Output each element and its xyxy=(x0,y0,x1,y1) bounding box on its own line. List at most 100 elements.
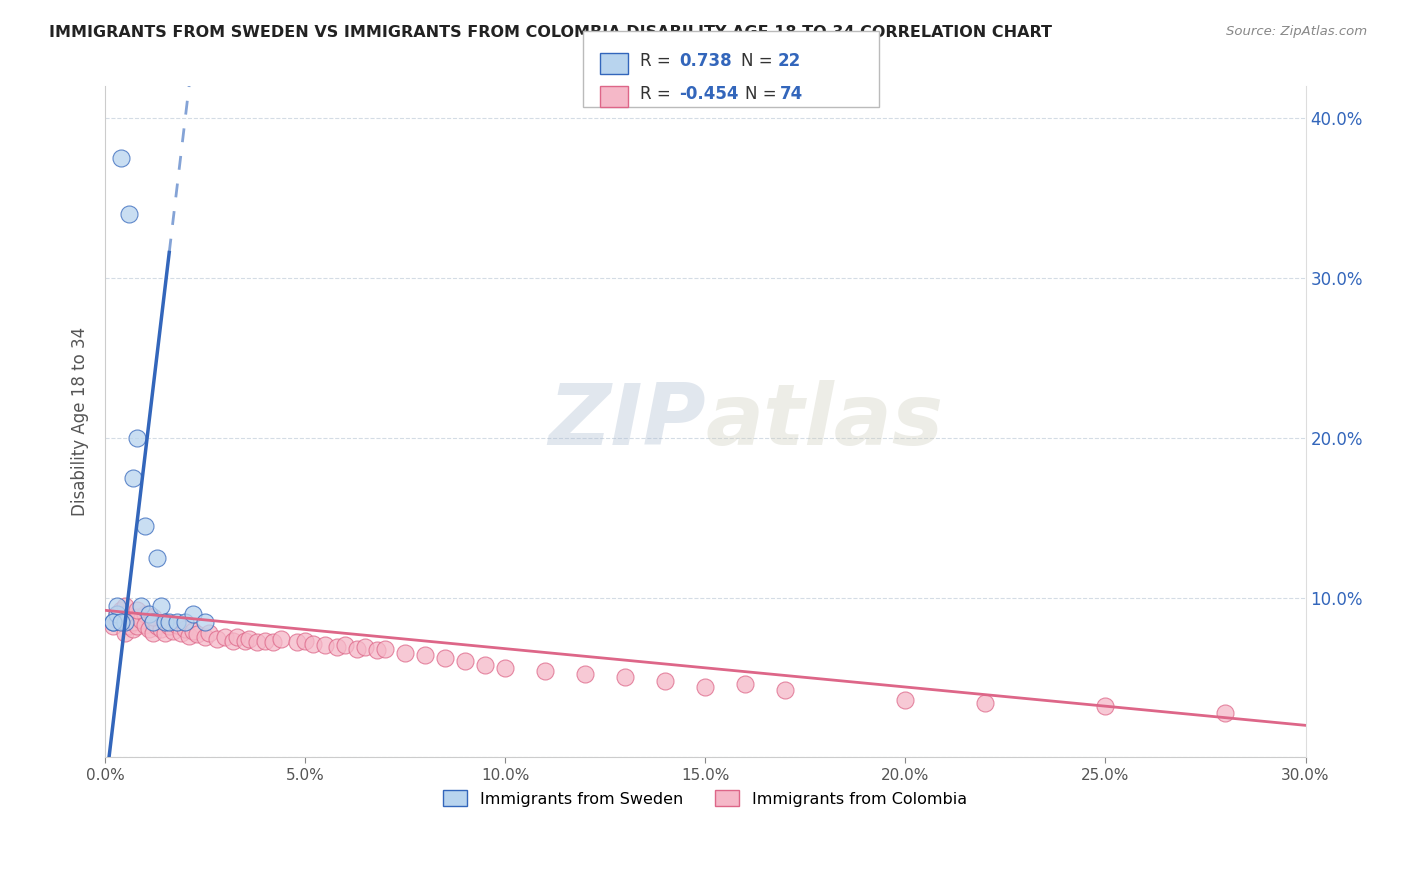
Point xyxy=(1215,706,1237,720)
Point xyxy=(262,635,284,649)
Point xyxy=(157,615,180,629)
Point xyxy=(194,615,217,629)
Point xyxy=(214,631,236,645)
Point xyxy=(1094,699,1116,714)
Point xyxy=(894,693,917,707)
Point xyxy=(114,625,136,640)
Point xyxy=(114,599,136,613)
Text: Source: ZipAtlas.com: Source: ZipAtlas.com xyxy=(1226,25,1367,38)
Text: 22: 22 xyxy=(778,52,801,70)
Point xyxy=(394,647,416,661)
Point xyxy=(103,615,125,629)
Point xyxy=(142,613,165,627)
Point xyxy=(534,664,557,678)
Point xyxy=(775,683,797,698)
Point xyxy=(254,633,277,648)
Point xyxy=(270,632,292,646)
Point xyxy=(122,623,145,637)
Point xyxy=(157,619,180,633)
Point xyxy=(734,677,756,691)
Point xyxy=(695,680,717,694)
Point xyxy=(174,615,197,629)
Text: atlas: atlas xyxy=(706,380,943,463)
Point xyxy=(166,615,188,629)
Point xyxy=(114,607,136,621)
Point xyxy=(354,640,377,654)
Point xyxy=(118,611,141,625)
Point xyxy=(974,696,997,710)
Point xyxy=(198,625,221,640)
Point xyxy=(174,623,197,637)
Point xyxy=(110,609,132,624)
Point xyxy=(454,655,477,669)
Text: N =: N = xyxy=(741,52,778,70)
Text: 74: 74 xyxy=(780,85,804,103)
Y-axis label: Disability Age 18 to 34: Disability Age 18 to 34 xyxy=(72,327,89,516)
Point xyxy=(138,623,160,637)
Point xyxy=(129,599,152,613)
Point xyxy=(122,471,145,485)
Point xyxy=(127,619,149,633)
Point xyxy=(118,207,141,221)
Point xyxy=(434,651,457,665)
Point xyxy=(374,641,396,656)
Point xyxy=(654,673,676,688)
Point xyxy=(246,635,269,649)
Point xyxy=(138,607,160,621)
Point xyxy=(127,609,149,624)
Text: N =: N = xyxy=(745,85,782,103)
Point xyxy=(179,629,201,643)
Point xyxy=(118,619,141,633)
Point xyxy=(146,619,169,633)
Point xyxy=(127,431,149,445)
Point xyxy=(413,648,436,662)
Point xyxy=(614,670,637,684)
Point xyxy=(335,639,357,653)
Point xyxy=(134,617,156,632)
Text: IMMIGRANTS FROM SWEDEN VS IMMIGRANTS FROM COLOMBIA DISABILITY AGE 18 TO 34 CORRE: IMMIGRANTS FROM SWEDEN VS IMMIGRANTS FRO… xyxy=(49,25,1052,40)
Point xyxy=(238,632,260,646)
Point xyxy=(105,599,128,613)
Point xyxy=(366,643,388,657)
Point xyxy=(105,607,128,621)
Point xyxy=(103,615,125,629)
Point xyxy=(142,615,165,629)
Point xyxy=(129,613,152,627)
Point xyxy=(162,624,184,639)
Point xyxy=(150,623,173,637)
Point xyxy=(105,607,128,621)
Point xyxy=(134,607,156,621)
Point xyxy=(110,151,132,165)
Point xyxy=(494,661,516,675)
Point xyxy=(474,657,496,672)
Point xyxy=(181,624,204,639)
Point xyxy=(103,619,125,633)
Point xyxy=(194,631,217,645)
Text: R =: R = xyxy=(640,52,676,70)
Point xyxy=(170,625,193,640)
Point xyxy=(207,632,229,646)
Point xyxy=(122,615,145,629)
Point xyxy=(181,607,204,621)
Point xyxy=(110,603,132,617)
Point xyxy=(142,609,165,624)
Point xyxy=(285,635,308,649)
Point xyxy=(146,550,169,565)
Point xyxy=(233,633,256,648)
Point xyxy=(142,625,165,640)
Point xyxy=(222,633,245,648)
Point xyxy=(346,641,368,656)
Text: R =: R = xyxy=(640,85,676,103)
Point xyxy=(155,615,177,629)
Point xyxy=(226,631,249,645)
Point xyxy=(155,625,177,640)
Point xyxy=(150,599,173,613)
Point xyxy=(326,640,349,654)
Point xyxy=(314,639,336,653)
Point xyxy=(114,615,136,629)
Point xyxy=(155,615,177,629)
Point xyxy=(134,518,156,533)
Point xyxy=(574,667,596,681)
Text: 0.738: 0.738 xyxy=(679,52,731,70)
Point xyxy=(302,637,325,651)
